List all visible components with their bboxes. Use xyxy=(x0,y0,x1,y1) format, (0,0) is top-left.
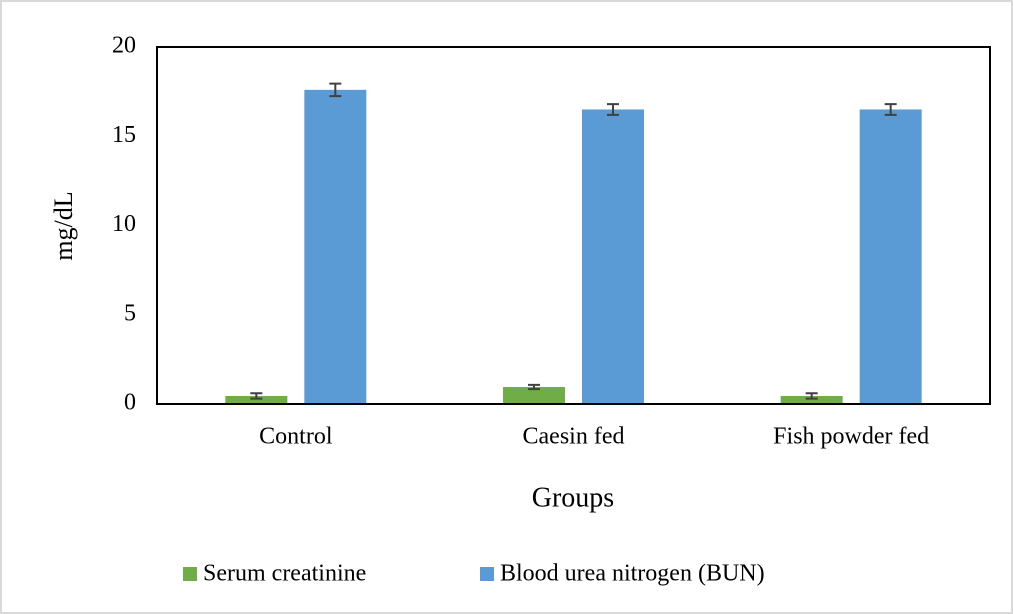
bar xyxy=(859,109,922,404)
legend-label: Blood urea nitrogen (BUN) xyxy=(500,561,765,587)
error-bar xyxy=(528,383,540,391)
x-tick-label: Fish powder fed xyxy=(773,424,929,450)
legend-label: Serum creatinine xyxy=(203,561,366,587)
error-bar xyxy=(805,392,818,400)
y-tick-label: 10 xyxy=(112,211,136,237)
legend-swatch xyxy=(183,567,197,581)
bar xyxy=(780,395,843,404)
y-axis-title: mg/dL xyxy=(49,191,78,260)
y-tick-label: 0 xyxy=(124,390,136,416)
y-tick-label: 20 xyxy=(112,33,136,59)
x-tick-label: Caesin fed xyxy=(523,424,625,450)
x-tick-label: Control xyxy=(259,424,333,450)
bar xyxy=(304,89,367,404)
error-bar xyxy=(607,103,619,116)
plot-frame xyxy=(156,46,991,405)
error-bar xyxy=(884,103,897,116)
error-bar xyxy=(250,392,263,400)
x-axis-title: Groups xyxy=(532,482,614,513)
legend-swatch xyxy=(480,567,494,581)
y-tick-label: 15 xyxy=(112,122,136,148)
bar xyxy=(503,387,565,404)
bar xyxy=(225,395,288,404)
y-tick-label: 5 xyxy=(124,300,136,326)
error-bar xyxy=(329,82,342,98)
bar xyxy=(582,109,644,404)
